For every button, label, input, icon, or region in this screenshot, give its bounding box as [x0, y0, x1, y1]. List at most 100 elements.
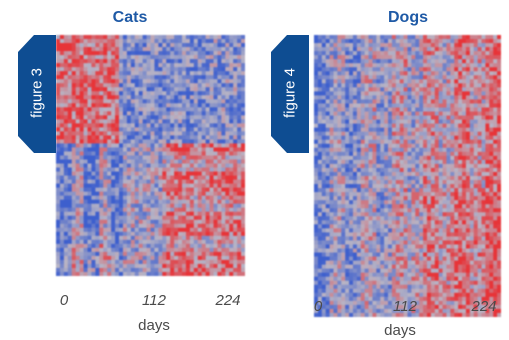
- heatmap-cell: [356, 135, 362, 141]
- heatmap-cell: [67, 243, 73, 249]
- heatmap-cell: [237, 35, 242, 40]
- heatmap-cell: [442, 75, 448, 80]
- heatmap-cell: [182, 163, 187, 169]
- heatmap-cell: [384, 196, 389, 201]
- heatmap-cell: [170, 51, 175, 56]
- heatmap-cell: [122, 147, 128, 153]
- heatmap-cell: [217, 259, 222, 265]
- heatmap-cell: [493, 127, 498, 133]
- heatmap-cell: [337, 155, 342, 161]
- heatmap-cell: [380, 163, 385, 169]
- heatmap-cell: [368, 208, 374, 213]
- heatmap-cell: [87, 63, 93, 68]
- heatmap-cell: [170, 99, 175, 104]
- heatmap-cell: [142, 79, 148, 84]
- heatmap-cell: [380, 123, 385, 129]
- heatmap-cell: [349, 176, 354, 181]
- heatmap-cell: [87, 79, 93, 84]
- heatmap-cell: [481, 171, 487, 177]
- heatmap-cell: [237, 91, 242, 96]
- heatmap-cell: [415, 127, 420, 133]
- heatmap-cell: [213, 171, 219, 177]
- heatmap-cell: [166, 135, 171, 141]
- heatmap-cell: [126, 267, 132, 273]
- heatmap-cell: [321, 192, 327, 197]
- heatmap-cell: [178, 115, 183, 120]
- heatmap-cell: [442, 99, 448, 105]
- heatmap-cell: [130, 167, 136, 173]
- heatmap-cell: [209, 135, 215, 141]
- heatmap-cell: [333, 192, 338, 197]
- heatmap-cell: [142, 251, 148, 257]
- heatmap-cell: [59, 99, 65, 104]
- heatmap-cell: [341, 115, 346, 121]
- heatmap-cell: [407, 139, 412, 145]
- heatmap-cell: [321, 39, 327, 44]
- heatmap-cell: [217, 243, 222, 249]
- heatmap-cell: [201, 135, 207, 141]
- heatmap-cell: [407, 208, 412, 213]
- heatmap-cell: [103, 259, 108, 265]
- heatmap-cell: [75, 251, 81, 257]
- heatmap-cell: [197, 147, 203, 153]
- heatmap-cell: [329, 200, 335, 205]
- heatmap-cell: [67, 63, 73, 68]
- heatmap-cell: [178, 203, 183, 209]
- heatmap-cell: [213, 95, 219, 100]
- heatmap-cell: [103, 103, 108, 108]
- heatmap-cell: [158, 35, 163, 40]
- heatmap-cell: [115, 231, 120, 237]
- heatmap-cell: [368, 99, 374, 105]
- heatmap-cell: [201, 103, 207, 108]
- heatmap-cell: [115, 227, 120, 233]
- heatmap-cell: [415, 59, 420, 64]
- heatmap-cell: [166, 55, 171, 60]
- heatmap-cell: [107, 47, 112, 52]
- heatmap-cell: [162, 239, 167, 245]
- heatmap-cell: [372, 59, 377, 64]
- heatmap-cell: [158, 127, 163, 132]
- heatmap-cell: [388, 171, 393, 177]
- heatmap-cell: [146, 147, 152, 153]
- heatmap-cell: [56, 167, 61, 173]
- heatmap-cell: [99, 75, 104, 80]
- heatmap-cell: [225, 35, 230, 40]
- heatmap-cell: [423, 75, 428, 80]
- heatmap-cell: [407, 67, 412, 72]
- heatmap-cell: [411, 155, 416, 161]
- heatmap-cell: [193, 207, 199, 213]
- heatmap-cell: [63, 131, 69, 137]
- heatmap-cell: [399, 83, 405, 88]
- heatmap-cell: [314, 99, 319, 105]
- heatmap-cell: [174, 263, 179, 269]
- heatmap-cell: [360, 167, 366, 173]
- heatmap-cell: [130, 99, 136, 104]
- heatmap-cell: [213, 131, 219, 137]
- heatmap-cell: [317, 135, 323, 141]
- heatmap-cell: [391, 127, 397, 133]
- heatmap-cell: [388, 83, 393, 88]
- heatmap-cell: [388, 204, 393, 209]
- heatmap-cell: [241, 247, 245, 253]
- heatmap-cell: [201, 227, 207, 233]
- heatmap-cell: [91, 127, 96, 132]
- heatmap-cell: [178, 139, 183, 145]
- heatmap-cell: [352, 115, 358, 121]
- heatmap-cell: [59, 243, 65, 249]
- heatmap-cell: [395, 163, 401, 169]
- heatmap-cell: [333, 35, 338, 40]
- heatmap-cell: [103, 87, 108, 92]
- heatmap-cell: [95, 111, 100, 116]
- heatmap-cell: [454, 55, 459, 60]
- heatmap-cell: [134, 143, 140, 149]
- heatmap-cell: [317, 167, 323, 173]
- heatmap-cell: [201, 187, 207, 193]
- heatmap-cell: [380, 143, 385, 149]
- heatmap-cell: [423, 139, 428, 145]
- heatmap-cell: [341, 47, 346, 52]
- heatmap-cell: [134, 35, 140, 40]
- heatmap-cell: [119, 239, 124, 245]
- heatmap-cell: [119, 103, 124, 108]
- heatmap-cell: [314, 119, 319, 125]
- heatmap-cell: [79, 55, 85, 60]
